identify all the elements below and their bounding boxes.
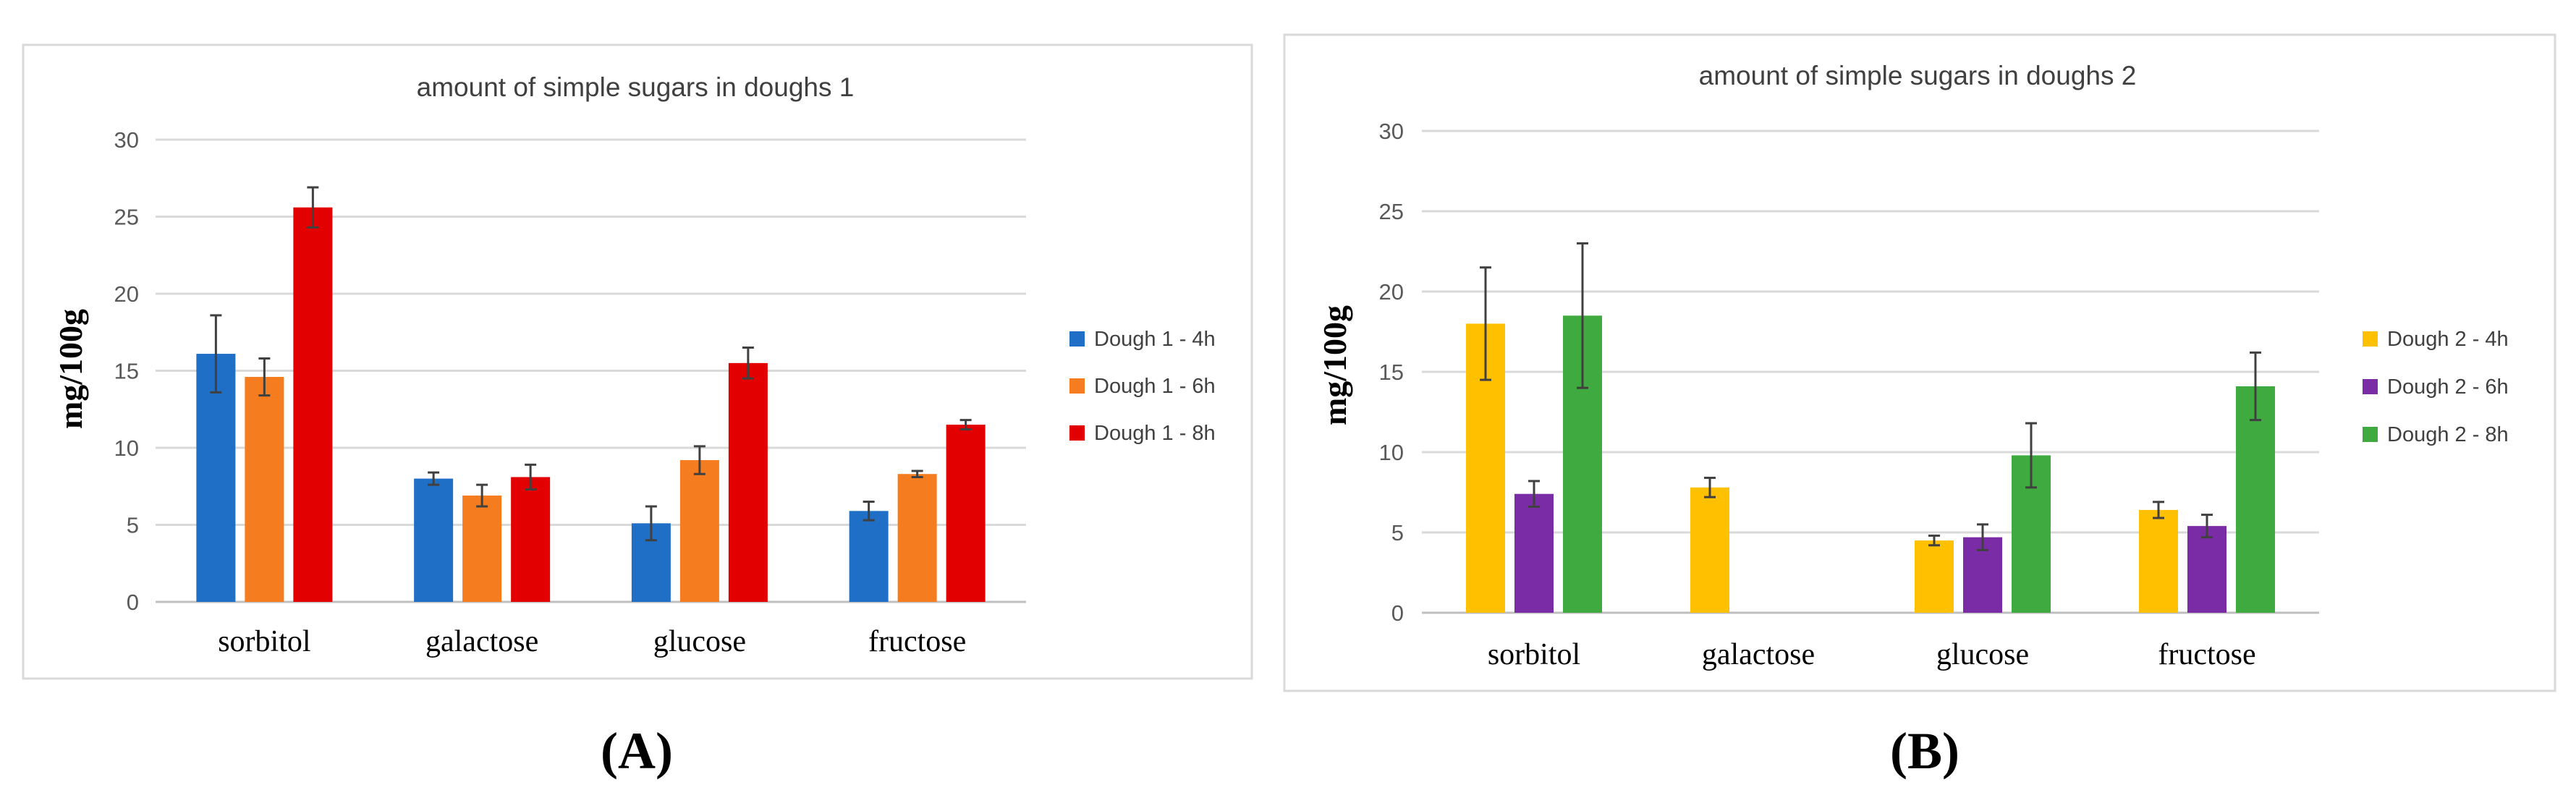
chart-a: amount of simple sugars in doughs 1 mg/1… (22, 43, 1253, 680)
chart-a-bars (196, 207, 986, 603)
chart-b-error-bar (2201, 514, 2213, 539)
chart-b-bar (2139, 509, 2178, 613)
chart-a-legend-swatch (1069, 331, 1085, 347)
chart-a-category-label: galactose (425, 625, 538, 658)
chart-a-legend-label: Dough 1 - 4h (1094, 328, 1216, 351)
chart-a-y-tick-label: 30 (114, 127, 139, 153)
chart-a-bar (897, 474, 937, 602)
chart-a-bar (679, 460, 719, 602)
chart-a-error-bar (476, 483, 488, 508)
chart-a-error-bar (525, 463, 537, 491)
chart-b-legend: Dough 2 - 4h Dough 2 - 6h Dough 2 - 8h (2363, 328, 2509, 446)
chart-a-legend-item: Dough 1 - 4h (1069, 328, 1216, 351)
chart-a-error-bar (210, 314, 222, 394)
chart-a-bar (511, 477, 551, 602)
chart-a-legend-item: Dough 1 - 8h (1069, 422, 1216, 445)
chart-b-error-bar (2025, 422, 2037, 489)
chart-a-bar (728, 362, 768, 602)
chart-a-error-bar (307, 186, 319, 229)
chart-a-error-bars (210, 186, 972, 542)
chart-b-y-tick-label: 10 (1379, 440, 1404, 465)
chart-a-legend-label: Dough 1 - 8h (1094, 422, 1216, 445)
chart-b-error-bar (1704, 477, 1716, 498)
chart-a-legend: Dough 1 - 4h Dough 1 - 6h Dough 1 - 8h (1069, 328, 1216, 445)
chart-b-y-tick-label: 30 (1379, 119, 1404, 144)
chart-b-y-ticks: 0 5 10 15 20 25 30 (1379, 119, 1404, 626)
chart-a-bar (245, 377, 284, 602)
chart-b-error-bar (2153, 501, 2164, 519)
chart-b-legend-item: Dough 2 - 6h (2363, 375, 2509, 399)
chart-a-legend-item: Dough 1 - 6h (1069, 375, 1216, 398)
chart-b-bar (2187, 526, 2227, 613)
chart-a-y-tick-label: 10 (114, 436, 139, 461)
chart-a-error-bar (742, 347, 754, 380)
chart-b-category-label: glucose (1936, 638, 2029, 671)
chart-a-category-label: fructose (868, 625, 966, 658)
chart-a-error-bar (911, 470, 923, 478)
chart-b-error-bar (1528, 480, 1540, 508)
panel-label-b: (B) (1890, 722, 1959, 780)
chart-b-bar (1690, 487, 1729, 613)
chart-a-y-tick-label: 25 (114, 205, 139, 230)
chart-b-y-tick-label: 5 (1391, 520, 1404, 545)
chart-b-error-bar (1480, 266, 1491, 381)
chart-b-bar (2236, 386, 2275, 613)
chart-b-error-bar (1928, 534, 1940, 547)
chart-b-y-axis-label: mg/100g (1316, 305, 1353, 425)
chart-b-error-bar (1977, 523, 1988, 551)
chart-a-legend-swatch (1069, 425, 1085, 441)
chart-a-y-tick-label: 15 (114, 359, 139, 384)
chart-a-y-axis-label: mg/100g (52, 309, 89, 429)
chart-b-legend-swatch (2363, 331, 2378, 347)
chart-a-bar (849, 511, 889, 602)
chart-b-legend-label: Dough 2 - 4h (2387, 328, 2509, 351)
chart-b-category-label: sorbitol (1488, 638, 1580, 671)
chart-b-categories: sorbitol galactose glucose fructose (1488, 638, 2256, 671)
chart-a-y-tick-label: 20 (114, 281, 139, 307)
chart-a-bar (293, 207, 333, 603)
chart-b: amount of simple sugars in doughs 2 mg/1… (1283, 33, 2556, 692)
chart-a-legend-label: Dough 1 - 6h (1094, 375, 1216, 398)
chart-a-y-tick-label: 0 (127, 590, 139, 615)
chart-b-title: amount of simple sugars in doughs 2 (1699, 61, 2137, 90)
chart-b-legend-swatch (2363, 427, 2378, 442)
chart-a-bar (196, 354, 236, 602)
chart-b-y-tick-label: 20 (1379, 279, 1404, 305)
chart-a-error-bar (428, 471, 440, 486)
chart-a-y-tick-label: 5 (127, 513, 139, 538)
chart-a-error-bar (258, 357, 271, 397)
chart-b-y-tick-label: 25 (1379, 199, 1404, 224)
chart-b-legend-swatch (2363, 379, 2378, 394)
chart-a-error-bar (693, 445, 706, 475)
chart-b-category-label: galactose (1702, 638, 1815, 671)
chart-a-error-bar (959, 419, 972, 430)
chart-b-y-tick-label: 15 (1379, 360, 1404, 385)
chart-a-legend-swatch (1069, 378, 1085, 394)
chart-a-bar (414, 478, 454, 602)
chart-b-bar (1915, 540, 1954, 613)
chart-b-legend-label: Dough 2 - 6h (2387, 375, 2509, 399)
chart-b-legend-item: Dough 2 - 4h (2363, 328, 2509, 351)
chart-b-error-bars (1480, 242, 2261, 551)
chart-a-bar (462, 496, 502, 602)
chart-b-legend-label: Dough 2 - 8h (2387, 423, 2509, 446)
chart-b-bar (1514, 493, 1554, 613)
chart-a-error-bar (863, 501, 875, 522)
chart-b-error-bar (1577, 242, 1588, 389)
chart-a-categories: sorbitol galactose glucose fructose (218, 625, 966, 658)
chart-a-bar (946, 425, 986, 602)
chart-b-error-bar (2250, 351, 2261, 422)
chart-a-category-label: sorbitol (218, 625, 310, 658)
chart-b-legend-item: Dough 2 - 8h (2363, 423, 2509, 446)
panel-label-a: (A) (601, 722, 673, 780)
chart-b-y-tick-label: 0 (1391, 600, 1404, 626)
chart-a-category-label: glucose (653, 625, 746, 658)
chart-a-title: amount of simple sugars in doughs 1 (417, 72, 855, 102)
chart-a-y-ticks: 0 5 10 15 20 25 30 (114, 127, 139, 615)
chart-b-category-label: fructose (2158, 638, 2255, 671)
chart-a-error-bar (645, 505, 657, 542)
